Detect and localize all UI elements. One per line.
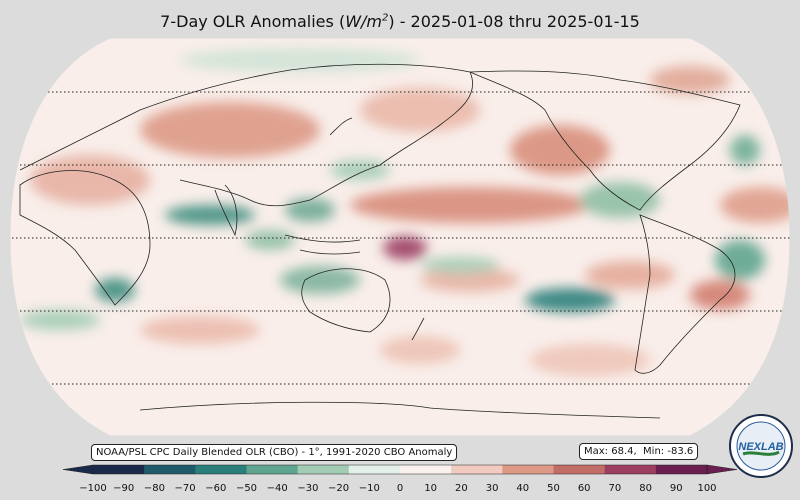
title-unit: W/m2: [345, 12, 389, 31]
colorbar-tick-label: −20: [328, 483, 350, 494]
nexlab-logo: NEXLAB: [729, 414, 793, 478]
data-source-label: NOAA/PSL CPC Daily Blended OLR (CBO) - 1…: [91, 444, 458, 461]
max-min-stats: Max: 68.4, Min: -83.6: [579, 443, 699, 460]
title-suffix: ) - 2025-01-08 thru 2025-01-15: [388, 12, 640, 31]
colorbar-tick-label: 0: [396, 483, 404, 494]
colorbar-tick-label: 30: [485, 483, 499, 494]
colorbar-tick-label: −10: [358, 483, 380, 494]
coastlines: [19, 63, 741, 419]
colorbar-tick-label: 10: [424, 483, 438, 494]
colorbar-tick-label: 60: [577, 483, 591, 494]
colorbar-tick-label: 70: [608, 483, 622, 494]
colorbar-tick-label: −60: [205, 483, 227, 494]
colorbar-tick-label: 40: [516, 483, 530, 494]
colorbar-tick-label: 80: [639, 483, 652, 494]
latitude-lines: [10, 91, 790, 385]
colorbar-tick-label: −50: [235, 483, 258, 494]
colorbar-tick-label: 20: [455, 483, 468, 494]
max-value: 68.4: [611, 446, 634, 457]
colorbar-tick-label: −80: [143, 483, 165, 494]
title-prefix: 7-Day OLR Anomalies (: [160, 12, 346, 31]
logo-text: NEXLAB: [738, 441, 783, 453]
map-field: [10, 38, 790, 436]
colorbar-tick-label: −90: [113, 483, 135, 494]
colorbar-tick-label: −100: [79, 483, 107, 494]
colorbar-tick-label: −30: [297, 483, 319, 494]
colorbar-tick-label: −40: [266, 483, 288, 494]
colorbar-tick-label: 100: [697, 483, 717, 494]
colorbar-tick-label: 50: [547, 483, 560, 494]
min-value: -83.6: [667, 446, 694, 457]
chart-title: 7-Day OLR Anomalies (W/m2) - 2025-01-08 …: [0, 12, 800, 31]
colorbar-tick-label: −70: [174, 483, 196, 494]
colorbar-tick-label: 90: [669, 483, 683, 494]
